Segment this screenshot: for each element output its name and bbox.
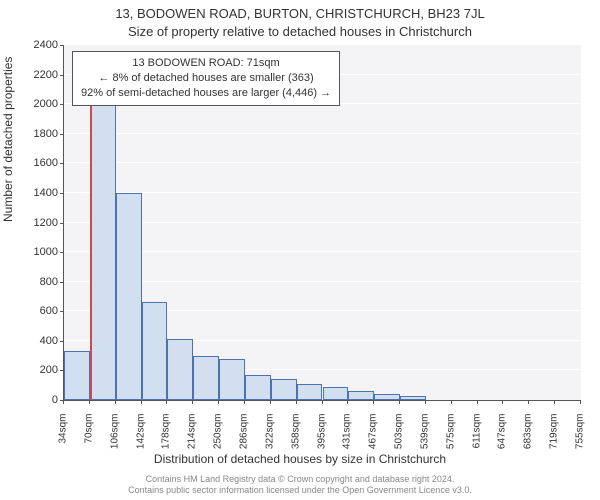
x-tick-mark bbox=[192, 400, 193, 404]
footer-line-1: Contains HM Land Registry data © Crown c… bbox=[146, 474, 455, 484]
y-tick-label: 1200 bbox=[8, 217, 58, 229]
x-tick-mark bbox=[580, 400, 581, 404]
histogram-bar bbox=[271, 379, 297, 400]
gridline bbox=[64, 44, 581, 45]
x-tick-mark bbox=[89, 400, 90, 404]
gridline bbox=[64, 162, 581, 163]
x-tick-mark bbox=[425, 400, 426, 404]
y-tick-mark bbox=[60, 341, 64, 342]
x-tick-mark bbox=[451, 400, 452, 404]
footer-line-2: Contains public sector information licen… bbox=[128, 485, 472, 495]
histogram-bar bbox=[193, 356, 219, 400]
y-tick-label: 600 bbox=[8, 305, 58, 317]
histogram-bar bbox=[64, 351, 90, 400]
x-axis-label: Distribution of detached houses by size … bbox=[0, 452, 600, 466]
title-line-2: Size of property relative to detached ho… bbox=[0, 24, 600, 39]
y-tick-mark bbox=[60, 370, 64, 371]
y-tick-label: 200 bbox=[8, 364, 58, 376]
y-tick-label: 1800 bbox=[8, 128, 58, 140]
x-tick-mark bbox=[373, 400, 374, 404]
y-tick-label: 800 bbox=[8, 276, 58, 288]
histogram-bar bbox=[323, 387, 349, 400]
x-tick-mark bbox=[477, 400, 478, 404]
gridline bbox=[64, 192, 581, 193]
y-tick-mark bbox=[60, 282, 64, 283]
annotation-line: ← 8% of detached houses are smaller (363… bbox=[81, 71, 331, 86]
x-tick-mark bbox=[63, 400, 64, 404]
y-tick-mark bbox=[60, 104, 64, 105]
x-tick-mark bbox=[244, 400, 245, 404]
histogram-bar bbox=[374, 394, 400, 400]
y-tick-label: 1000 bbox=[8, 246, 58, 258]
histogram-bar bbox=[348, 391, 374, 400]
gridline bbox=[64, 251, 581, 252]
histogram-bar bbox=[245, 375, 271, 400]
y-tick-mark bbox=[60, 163, 64, 164]
y-tick-label: 2000 bbox=[8, 98, 58, 110]
y-tick-mark bbox=[60, 134, 64, 135]
x-tick-mark bbox=[399, 400, 400, 404]
y-tick-mark bbox=[60, 223, 64, 224]
x-tick-mark bbox=[347, 400, 348, 404]
y-tick-mark bbox=[60, 252, 64, 253]
title-line-1: 13, BODOWEN ROAD, BURTON, CHRISTCHURCH, … bbox=[0, 6, 600, 21]
footer-attribution: Contains HM Land Registry data © Crown c… bbox=[0, 474, 600, 497]
y-tick-mark bbox=[60, 311, 64, 312]
gridline bbox=[64, 133, 581, 134]
annotation-box: 13 BODOWEN ROAD: 71sqm← 8% of detached h… bbox=[72, 51, 340, 106]
annotation-line: 13 BODOWEN ROAD: 71sqm bbox=[81, 56, 331, 71]
chart-container: 13, BODOWEN ROAD, BURTON, CHRISTCHURCH, … bbox=[0, 0, 600, 500]
annotation-line: 92% of semi-detached houses are larger (… bbox=[81, 86, 331, 101]
x-tick-mark bbox=[270, 400, 271, 404]
x-tick-mark bbox=[554, 400, 555, 404]
gridline bbox=[64, 281, 581, 282]
y-tick-mark bbox=[60, 193, 64, 194]
histogram-bar bbox=[400, 396, 426, 400]
x-tick-mark bbox=[502, 400, 503, 404]
x-tick-mark bbox=[218, 400, 219, 404]
histogram-bar bbox=[90, 104, 116, 400]
x-tick-mark bbox=[141, 400, 142, 404]
y-tick-label: 0 bbox=[8, 394, 58, 406]
histogram-bar bbox=[142, 302, 168, 400]
x-tick-mark bbox=[528, 400, 529, 404]
y-tick-mark bbox=[60, 45, 64, 46]
y-tick-label: 400 bbox=[8, 335, 58, 347]
histogram-bar bbox=[219, 359, 245, 400]
y-tick-label: 1600 bbox=[8, 157, 58, 169]
y-tick-mark bbox=[60, 75, 64, 76]
subject-marker-line bbox=[90, 75, 92, 400]
y-tick-label: 2400 bbox=[8, 39, 58, 51]
x-tick-mark bbox=[296, 400, 297, 404]
histogram-bar bbox=[116, 193, 142, 400]
histogram-bar bbox=[167, 339, 193, 400]
y-tick-label: 1400 bbox=[8, 187, 58, 199]
gridline bbox=[64, 222, 581, 223]
x-tick-mark bbox=[115, 400, 116, 404]
y-tick-label: 2200 bbox=[8, 69, 58, 81]
x-tick-mark bbox=[322, 400, 323, 404]
x-tick-mark bbox=[166, 400, 167, 404]
histogram-bar bbox=[297, 384, 323, 400]
